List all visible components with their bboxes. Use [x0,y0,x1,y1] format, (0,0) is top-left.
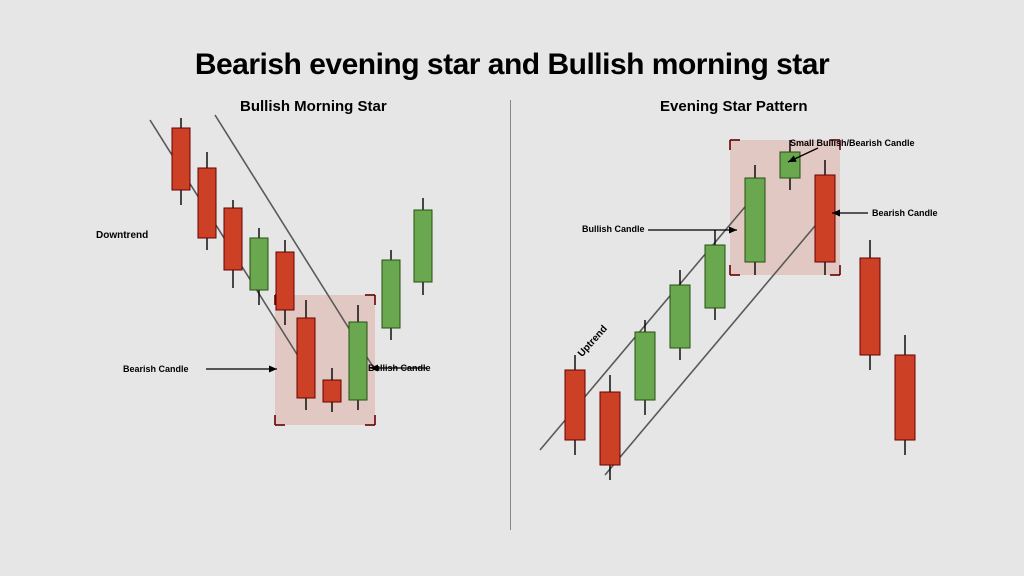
label-bearish-candle-left: Bearish Candle [123,364,189,374]
label-bearish-candle-right: Bearish Candle [872,208,938,218]
page-title: Bearish evening star and Bullish morning… [0,48,1024,82]
label-bullish-candle-right: Bullish Candle [582,224,645,234]
label-small-candle: Small Bullish/Bearish Candle [790,138,915,148]
label-bullish-candle-left: Bullish Candle [368,363,431,373]
center-divider [510,100,511,530]
chart-morning-star [80,110,500,530]
page-root: Bearish evening star and Bullish morning… [0,0,1024,576]
label-downtrend: Downtrend [96,230,148,241]
